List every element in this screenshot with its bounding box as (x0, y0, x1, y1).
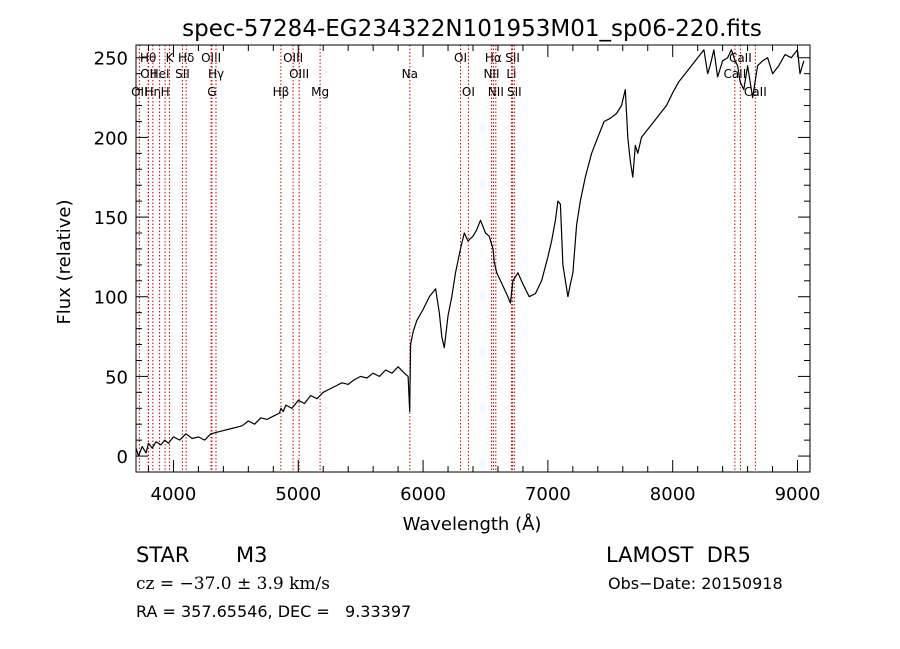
object-class: STAR (136, 543, 189, 567)
spectral-line-label: SII (507, 85, 522, 99)
spectral-line-label: CaII (729, 51, 752, 65)
spectral-line-label: K (166, 51, 175, 65)
spectral-line-label: CaII (723, 67, 746, 81)
spectral-line-label: NII (483, 67, 499, 81)
axis-ticks-layer: 4000 5000 6000 7000 8000 9000 0 50 100 150 200 250 (94, 45, 821, 505)
x-tick-label: 4000 (151, 484, 197, 505)
spectral-line-label: Na (402, 67, 418, 81)
y-tick-label: 50 (105, 367, 128, 388)
spectral-line-label: HeI (150, 67, 170, 81)
spectral-line-label: CaII (744, 85, 767, 99)
spectral-line-label: H (161, 85, 170, 99)
spectral-line-label: SII (505, 51, 520, 65)
spectral-line-label: Hγ (208, 67, 224, 81)
y-tick-label: 0 (117, 447, 128, 468)
x-axis-label: Wavelength (Å) (403, 513, 542, 535)
spectral-line-label: Hη (145, 85, 162, 99)
x-tick-label: 8000 (650, 484, 696, 505)
spectral-line-label: Hα (485, 51, 502, 65)
series-layer (135, 49, 805, 457)
spectral-line-label: Hβ (273, 85, 290, 99)
spectral-line-label: Li (506, 67, 516, 81)
y-tick-label: 100 (94, 288, 128, 309)
spectral-line-label: Hδ (178, 51, 194, 65)
y-axis-label: Flux (relative) (54, 199, 75, 324)
spectrum-series-line (135, 49, 805, 457)
spectral-line-label: OIII (289, 67, 309, 81)
velocity-readout: cz = −37.0 ± 3.9 km/s (136, 574, 330, 594)
spectral-line-label: SII (175, 67, 190, 81)
x-tick-label: 7000 (525, 484, 571, 505)
coordinates-readout: RA = 357.65546, DEC = 9.33397 (136, 602, 411, 621)
chart-title: spec-57284-EG234322N101953M01_sp06-220.f… (182, 16, 762, 42)
spectral-line-label: OII (131, 85, 148, 99)
spectral-line-label: OIII (201, 51, 221, 65)
spectral-line-label: OIII (283, 51, 303, 65)
spectral-line-label: NII (488, 85, 504, 99)
observation-date: Obs−Date: 20150918 (608, 574, 783, 593)
y-tick-label: 200 (94, 128, 128, 149)
x-tick-label: 9000 (775, 484, 821, 505)
x-tick-label: 6000 (400, 484, 446, 505)
spectral-line-label: OI (454, 51, 467, 65)
plot-frame (135, 44, 811, 473)
y-tick-label: 150 (94, 208, 128, 229)
y-tick-label: 250 (94, 49, 128, 70)
x-tick-label: 5000 (275, 484, 321, 505)
survey-release: LAMOST DR5 (606, 543, 751, 567)
spectral-line-label: OI (462, 85, 475, 99)
object-subclass: M3 (236, 543, 267, 567)
spectral-line-label: Hθ (140, 51, 156, 65)
spectral-line-label: Mg (311, 85, 329, 99)
spectral-line-label: G (207, 85, 216, 99)
